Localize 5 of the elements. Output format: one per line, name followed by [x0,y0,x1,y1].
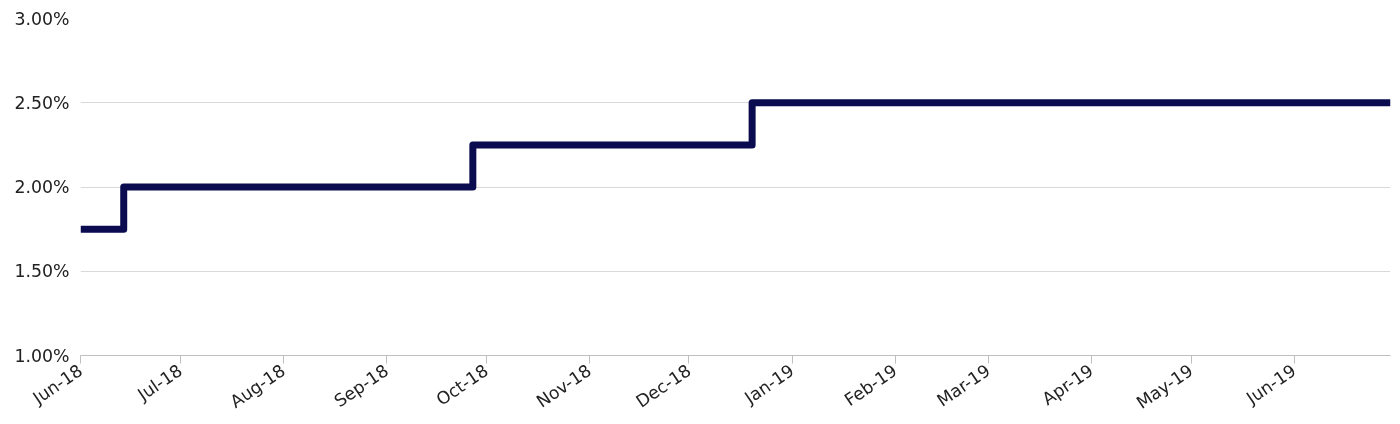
y-tick-label: 1.00% [14,345,70,366]
y-tick-label: 2.00% [14,177,70,197]
y-tick-label: 3.00% [14,8,70,29]
y-tick-label: 2.50% [14,92,70,113]
y-tick-label: 1.50% [14,261,70,282]
